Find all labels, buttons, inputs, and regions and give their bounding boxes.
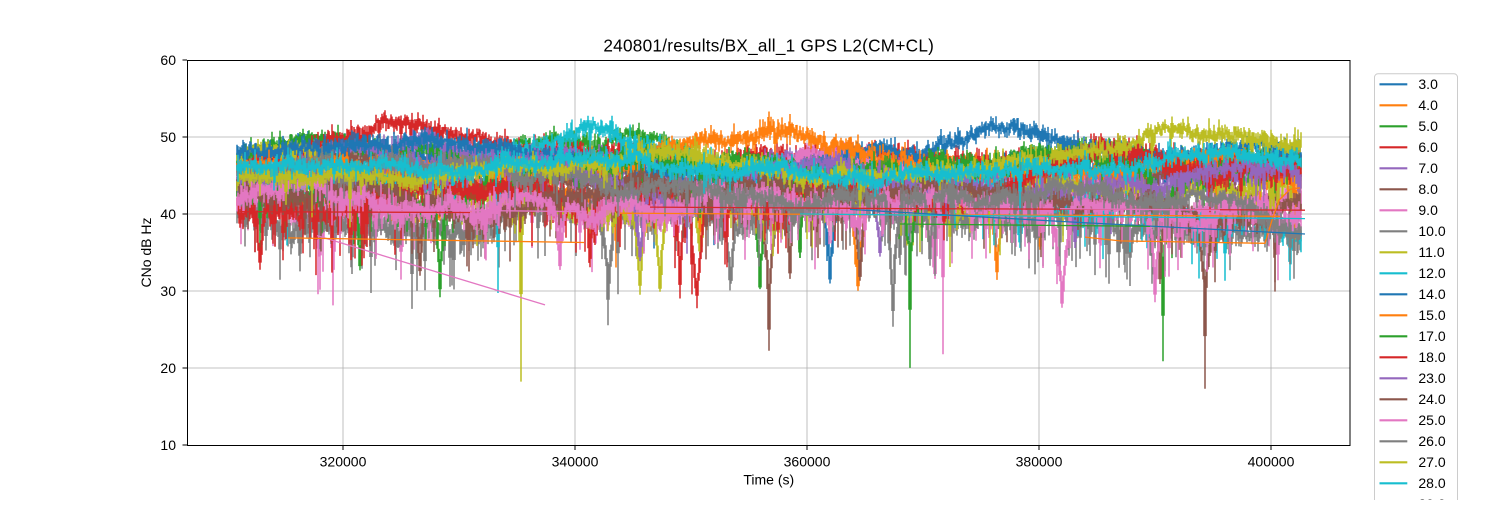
svg-text:Time (s): Time (s)	[743, 472, 794, 488]
svg-text:27.0: 27.0	[1418, 454, 1445, 470]
svg-text:CNo dB Hz: CNo dB Hz	[138, 217, 154, 287]
svg-text:10: 10	[160, 437, 176, 453]
svg-text:240801/results/BX_all_1 GPS L2: 240801/results/BX_all_1 GPS L2(CM+CL)	[603, 36, 934, 56]
svg-text:15.0: 15.0	[1418, 307, 1445, 323]
svg-text:5.0: 5.0	[1418, 118, 1438, 134]
svg-text:23.0: 23.0	[1418, 370, 1445, 386]
svg-text:17.0: 17.0	[1418, 328, 1445, 344]
svg-text:50: 50	[160, 129, 176, 145]
svg-text:25.0: 25.0	[1418, 412, 1445, 428]
svg-text:28.0: 28.0	[1418, 475, 1445, 491]
svg-text:8.0: 8.0	[1418, 181, 1438, 197]
svg-text:4.0: 4.0	[1418, 97, 1438, 113]
svg-text:18.0: 18.0	[1418, 349, 1445, 365]
svg-text:26.0: 26.0	[1418, 433, 1445, 449]
svg-text:24.0: 24.0	[1418, 391, 1445, 407]
svg-text:7.0: 7.0	[1418, 160, 1438, 176]
svg-text:30: 30	[160, 283, 176, 299]
svg-text:20: 20	[160, 360, 176, 376]
svg-text:11.0: 11.0	[1418, 244, 1444, 260]
svg-text:12.0: 12.0	[1418, 265, 1445, 281]
svg-text:6.0: 6.0	[1418, 139, 1438, 155]
svg-text:3.0: 3.0	[1418, 76, 1438, 92]
svg-text:40: 40	[160, 206, 176, 222]
svg-text:10.0: 10.0	[1418, 223, 1445, 239]
svg-text:400000: 400000	[1248, 454, 1295, 470]
svg-text:380000: 380000	[1016, 454, 1063, 470]
svg-text:340000: 340000	[552, 454, 599, 470]
svg-text:60: 60	[160, 52, 176, 68]
svg-text:14.0: 14.0	[1418, 286, 1445, 302]
svg-text:360000: 360000	[784, 454, 831, 470]
svg-text:320000: 320000	[320, 454, 367, 470]
svg-text:9.0: 9.0	[1418, 202, 1438, 218]
svg-text:29.0: 29.0	[1418, 496, 1445, 500]
